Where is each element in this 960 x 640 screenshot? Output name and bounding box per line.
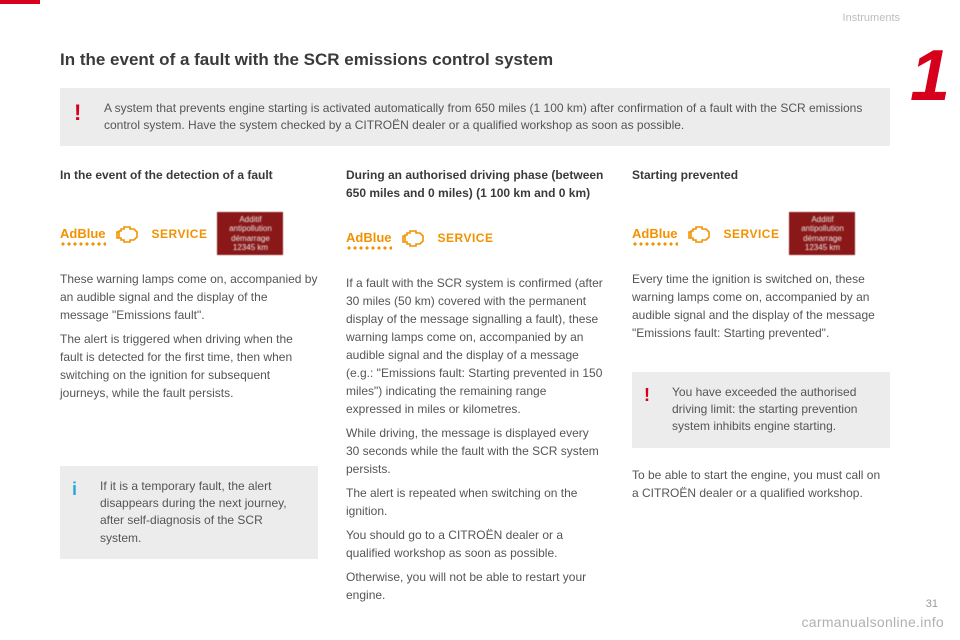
watermark: carmanualsonline.info: [802, 614, 945, 630]
col2-p2: While driving, the message is displayed …: [346, 424, 604, 478]
warning-icon: !: [644, 382, 650, 408]
column-3: Starting prevented AdBlue SERVICE Additi…: [632, 166, 890, 610]
page-content: In the event of a fault with the SCR emi…: [0, 0, 960, 630]
chapter-number: 1: [910, 40, 950, 112]
warn-text: You have exceeded the authorised driving…: [672, 385, 857, 434]
top-warning-text: A system that prevents engine starting i…: [104, 101, 862, 132]
service-icon: SERVICE: [724, 225, 780, 243]
info-box: i If it is a temporary fault, the alert …: [60, 466, 318, 560]
page-number: 31: [926, 598, 938, 610]
lcd-line: Additif: [795, 215, 849, 224]
col3-p1: Every time the ignition is switched on, …: [632, 270, 890, 342]
lcd-line: démarrage: [795, 234, 849, 243]
service-icon: SERVICE: [152, 225, 208, 243]
accent-bar: [0, 0, 40, 4]
engine-icon: [402, 227, 428, 249]
warn-box: ! You have exceeded the authorised drivi…: [632, 372, 890, 448]
adblue-icon: AdBlue: [632, 224, 678, 244]
col2-p5: Otherwise, you will not be able to resta…: [346, 568, 604, 604]
warning-lamps-2: AdBlue SERVICE: [346, 216, 604, 260]
warning-icon: !: [74, 98, 81, 129]
info-icon: i: [72, 476, 77, 502]
engine-icon: [688, 223, 714, 245]
col2-p4: You should go to a CITROËN dealer or a q…: [346, 526, 604, 562]
lcd-line: Additif: [223, 215, 277, 224]
col2-p1: If a fault with the SCR system is confir…: [346, 274, 604, 418]
col1-heading: In the event of the detection of a fault: [60, 166, 318, 198]
col2-heading: During an authorised driving phase (betw…: [346, 166, 604, 202]
breadcrumb: Instruments: [843, 12, 900, 24]
adblue-icon: AdBlue: [60, 224, 106, 244]
col1-p1: These warning lamps come on, accompanied…: [60, 270, 318, 324]
col2-p3: The alert is repeated when switching on …: [346, 484, 604, 520]
lcd-line: 12345 km: [223, 243, 277, 252]
column-1: In the event of the detection of a fault…: [60, 166, 318, 610]
lcd-line: démarrage: [223, 234, 277, 243]
column-2: During an authorised driving phase (betw…: [346, 166, 604, 610]
warning-lamps-1: AdBlue SERVICE Additif antipollution dém…: [60, 212, 318, 256]
top-warning-box: ! A system that prevents engine starting…: [60, 88, 890, 146]
lcd-display-3: Additif antipollution démarrage 12345 km: [789, 212, 855, 255]
lcd-display-1: Additif antipollution démarrage 12345 km: [217, 212, 283, 255]
info-text: If it is a temporary fault, the alert di…: [100, 479, 287, 545]
col1-p2: The alert is triggered when driving when…: [60, 330, 318, 402]
service-icon: SERVICE: [438, 229, 494, 247]
lcd-line: antipollution: [223, 224, 277, 233]
col3-heading: Starting prevented: [632, 166, 890, 198]
col3-p2: To be able to start the engine, you must…: [632, 466, 890, 502]
warning-lamps-3: AdBlue SERVICE Additif antipollution dém…: [632, 212, 890, 256]
adblue-icon: AdBlue: [346, 228, 392, 248]
page-title: In the event of a fault with the SCR emi…: [60, 50, 890, 70]
columns: In the event of the detection of a fault…: [60, 166, 890, 610]
lcd-line: antipollution: [795, 224, 849, 233]
engine-icon: [116, 223, 142, 245]
lcd-line: 12345 km: [795, 243, 849, 252]
